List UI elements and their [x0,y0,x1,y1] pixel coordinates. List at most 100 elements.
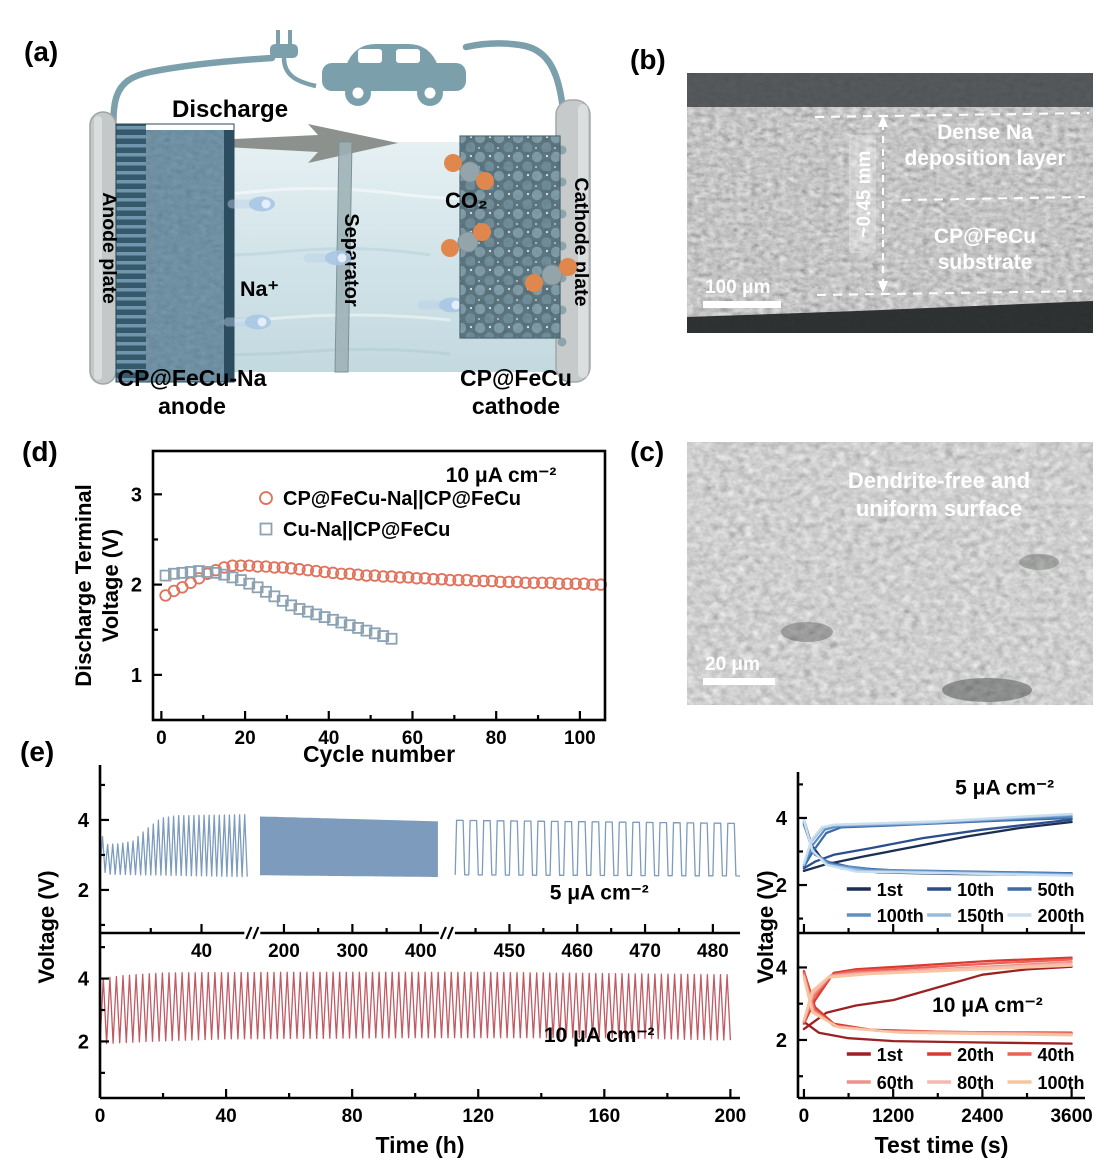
anode-block-side [116,124,146,382]
legend-label: 50th [1038,880,1075,900]
legend-label: 1st [877,1045,903,1065]
x-tick-label: 300 [337,941,369,962]
arrow-head-up [878,115,888,127]
cathode-plate-label: Cathode plate [570,178,592,307]
chart-e4: 0 1200 2400 3600 2 4 Test time (s) 10 μA cm⁻² 1s… [776,933,1093,1158]
sem-texture [687,442,1093,705]
x-tick-label: 2400 [961,1106,1003,1127]
battery-schematic: Discharge Separator Anode plate [89,30,592,419]
surface-annotation: Dendrite-free and [848,468,1030,493]
y-axis-label: Discharge Terminal [71,484,96,687]
sem-cross-section-image: ~0.45 mm Dense Na deposition layer CP@Fe… [687,73,1093,333]
x-tick-label: 60 [402,728,423,749]
surface-annotation: uniform surface [856,496,1022,521]
y-tick-label: 4 [78,810,90,832]
substrate-annotation: substrate [938,251,1033,274]
anode-caption: anode [158,393,226,419]
co2-molecule [444,154,494,190]
panel-a-label: (a) [24,36,59,67]
boundary-dashed-line [816,290,1090,296]
x-tick-label: 0 [95,1106,106,1127]
x-axis-label: Cycle number [303,741,455,767]
y-tick-label: 2 [131,575,142,597]
panel-e-label: (e) [20,736,55,767]
x-axis-label: Time (h) [375,1132,464,1158]
anode-plate-label: Anode plate [98,192,120,304]
thickness-label-backdrop [849,135,876,253]
legend-label: 20th [957,1045,994,1065]
anode-outline [115,123,235,383]
boundary-dashed-line [901,196,1086,201]
y-tick-label: 4 [776,808,788,830]
na-ion [303,250,351,266]
separator-label: Separator [340,213,362,307]
y-tick-label: 4 [776,957,788,979]
x-tick-label: 160 [588,1106,620,1127]
y-tick-label: 2 [776,1030,787,1052]
x-tick-label: 0 [799,1106,810,1127]
scale-bar-label: 20 μm [705,654,760,675]
current-density-annotation: 5 μA cm⁻² [955,777,1054,800]
legend-label: 60th [877,1073,914,1093]
anode-edge-shade [224,130,234,382]
y-tick-label: 2 [776,875,787,897]
voltage-axis-label-left: Voltage (V) [34,870,59,984]
substrate-annotation: CP@FeCu [934,225,1036,248]
na-ion [227,196,275,212]
anode-texture [146,130,234,382]
co2-label: CO₂ [445,188,488,213]
legend-label: 200th [1038,906,1085,926]
current-density-annotation: 10 μA cm⁻² [544,1024,655,1047]
plate-hole [557,337,567,347]
x-tick-label: 120 [462,1106,494,1127]
legend-label: 100th [1038,1073,1085,1093]
legend-label: 1st [877,880,903,900]
legend-label: Cu-Na||CP@FeCu [283,519,450,541]
x-tick-label: 40 [216,1106,237,1127]
panel-d-label: (d) [22,436,58,467]
x-axis-label: Test time (s) [875,1132,1009,1158]
x-tick-label: 20 [235,728,256,749]
deposition-annotation: Dense Na [937,121,1033,144]
x-tick-label: 1200 [872,1106,914,1127]
x-tick-label: 100 [564,728,596,749]
co2-molecule [525,258,577,292]
sem-shadow [781,622,833,642]
sem-bottom-band [687,301,1093,333]
x-tick-label: 200 [715,1106,747,1127]
thickness-label: ~0.45 mm [854,150,875,237]
x-tick-label: 80 [486,728,507,749]
sem-shadow [942,678,1032,702]
chart-e3: 2 4 5 μA cm⁻² 1st 10th 50th 100th 150th 200th [776,772,1085,935]
x-tick-label: 40 [318,728,339,749]
na-ion-label: Na⁺ [240,277,279,301]
x-tick-label: 460 [561,941,593,962]
y-tick-label: 3 [131,484,142,506]
anode-plate-highlight [94,116,102,380]
wire-left [110,54,276,166]
x-tick-label: 40 [191,941,212,962]
legend-label: 100th [877,906,924,926]
current-density-annotation: 10 μA cm⁻² [932,994,1043,1017]
na-ion [223,314,271,330]
x-tick-label: 80 [342,1106,363,1127]
x-tick-label: 0 [156,728,167,749]
scale-bar [703,678,775,685]
sem-texture [687,73,1093,333]
car-icon [322,44,466,106]
co2-molecule [441,223,491,257]
legend-label: 150th [957,906,1004,926]
current-density-annotation: 5 μA cm⁻² [550,881,649,904]
boundary-dashed-line [814,112,1090,118]
sem-top-band [687,73,1093,107]
plug-icon [270,30,317,89]
x-tick-label: 3600 [1050,1106,1092,1127]
arrow-head-down [878,281,888,293]
cathode-caption: cathode [472,393,560,419]
current-density-annotation: 10 μA cm⁻² [446,464,557,487]
y-tick-label: 4 [78,969,90,991]
scale-bar-label: 100 μm [705,277,771,298]
x-tick-label: 450 [494,941,526,962]
y-axis-label: Voltage (V) [98,529,123,642]
sem-shadow [1019,554,1059,570]
